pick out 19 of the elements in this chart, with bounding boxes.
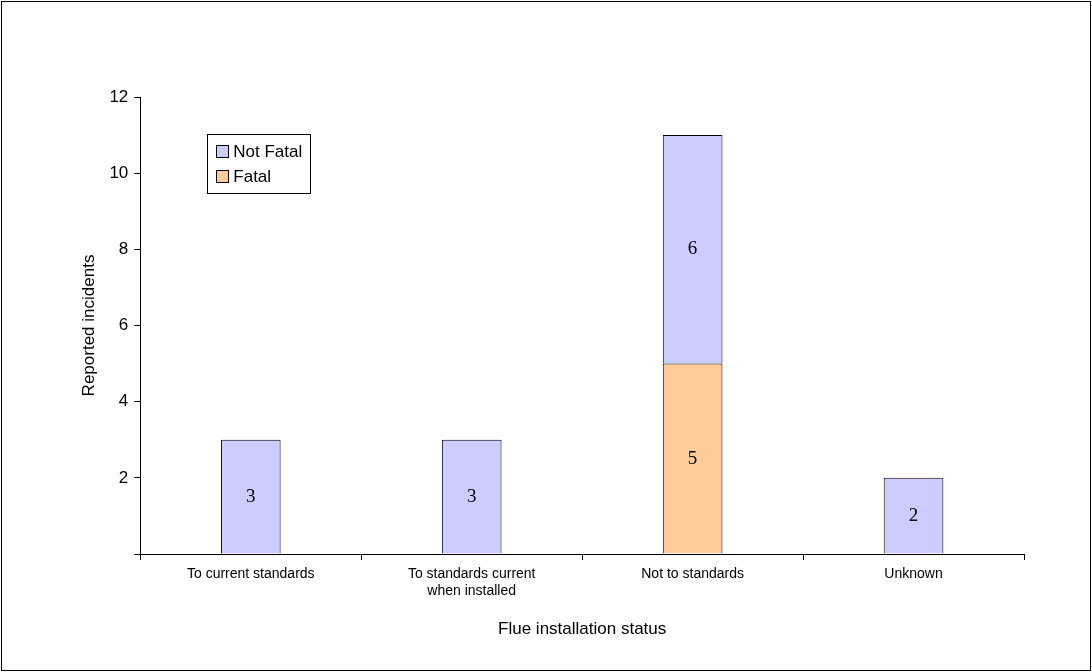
y-tick-label: 10 (109, 162, 129, 182)
x-tick-label: Unknown (884, 565, 943, 582)
x-axis-title: Flue installation status (498, 619, 667, 639)
x-tick-label: To current standards (186, 565, 315, 582)
data-label: 5 (687, 446, 698, 468)
y-tick-label: 2 (118, 467, 129, 487)
y-tick-label: 8 (118, 239, 129, 259)
y-tick-label: 12 (109, 86, 129, 106)
data-label: 6 (687, 237, 698, 259)
data-label: 3 (466, 484, 477, 506)
data-label: 3 (246, 484, 256, 506)
legend-label: Fatal (233, 166, 272, 188)
x-tick-label: To standards current when installed (407, 565, 536, 599)
x-tick-label: Not to standards (641, 565, 744, 582)
data-label: 2 (908, 503, 919, 525)
y-axis-title: Reported incidents (78, 254, 98, 397)
y-tick-label: 4 (118, 391, 129, 411)
legend-label: Not Fatal (233, 141, 303, 163)
y-tick-label: 6 (118, 315, 129, 335)
